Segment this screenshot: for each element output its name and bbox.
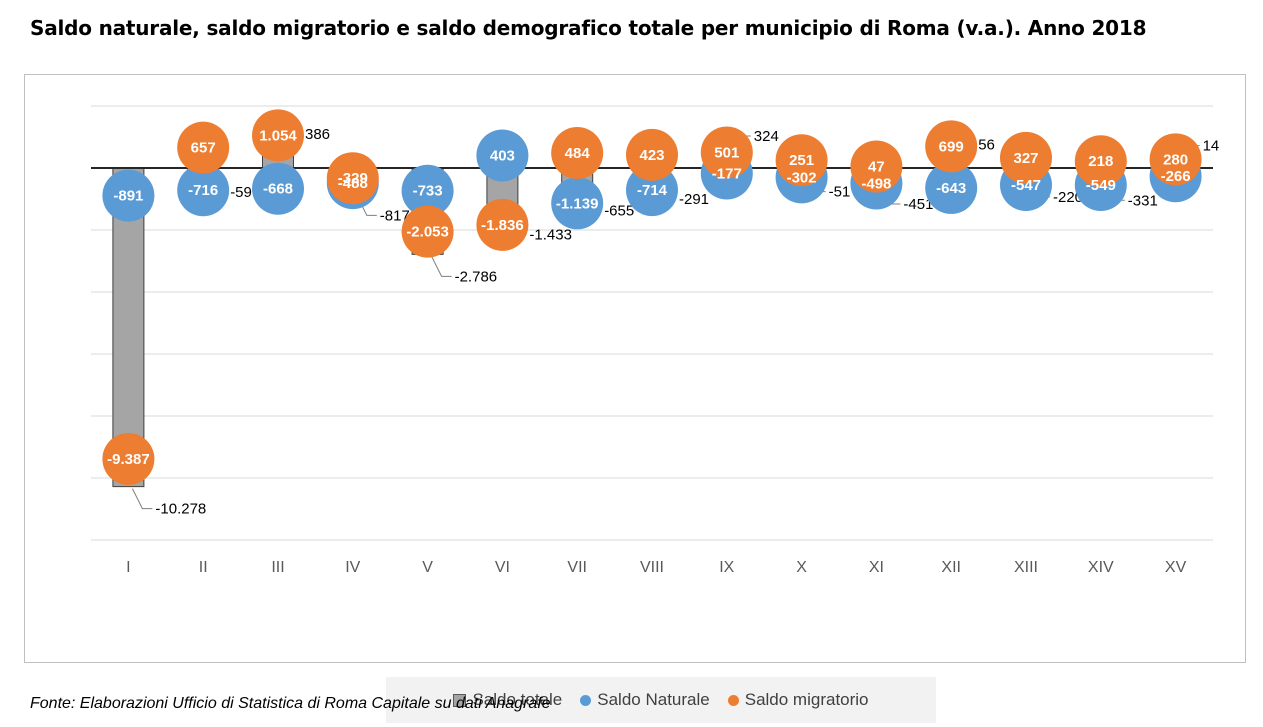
data-label-saldo-naturale: -549 bbox=[1086, 177, 1116, 194]
legend-swatch-dot-icon bbox=[727, 694, 739, 706]
x-tick-label: X bbox=[796, 559, 807, 576]
x-tick-label: VIII bbox=[640, 559, 664, 576]
x-tick-label: XIV bbox=[1088, 559, 1114, 576]
data-label-saldo-naturale: -714 bbox=[637, 182, 668, 199]
data-label-saldo-totale: -817 bbox=[380, 207, 410, 224]
data-label-saldo-migratorio: 699 bbox=[939, 138, 964, 155]
data-label-saldo-migratorio: -329 bbox=[338, 170, 368, 187]
x-tick-label: IV bbox=[345, 559, 360, 576]
x-tick-label: IX bbox=[719, 559, 734, 576]
x-tick-label: V bbox=[422, 559, 433, 576]
dot-saldo-migratorio bbox=[700, 126, 753, 179]
data-label-saldo-naturale: -498 bbox=[861, 175, 891, 192]
data-label-saldo-totale: -2.786 bbox=[455, 268, 498, 285]
data-label-saldo-totale: -451 bbox=[903, 196, 933, 213]
data-label-saldo-totale: -10.278 bbox=[155, 501, 206, 518]
data-label-saldo-naturale: -488 bbox=[338, 175, 368, 192]
dot-saldo-migratorio bbox=[1074, 135, 1127, 188]
legend-swatch-dot-icon bbox=[580, 694, 592, 706]
data-label-saldo-totale: -59 bbox=[230, 184, 252, 201]
data-label-saldo-naturale: -177 bbox=[712, 165, 742, 182]
dot-saldo-migratorio bbox=[326, 152, 379, 205]
dot-saldo-naturale bbox=[102, 169, 155, 222]
data-label-saldo-naturale: 403 bbox=[490, 148, 515, 165]
data-label-saldo-migratorio: 47 bbox=[868, 159, 885, 176]
x-tick-label: VI bbox=[495, 559, 510, 576]
dot-saldo-naturale bbox=[925, 161, 978, 214]
x-tick-label: I bbox=[126, 559, 130, 576]
dot-saldo-migratorio bbox=[1000, 131, 1052, 184]
data-label-saldo-migratorio: -2.053 bbox=[406, 224, 449, 241]
data-label-saldo-totale: -1.433 bbox=[529, 226, 572, 243]
dot-saldo-naturale bbox=[177, 164, 230, 217]
dot-saldo-migratorio bbox=[476, 198, 529, 251]
data-label-saldo-naturale: -668 bbox=[263, 181, 293, 198]
data-label-saldo-totale: 386 bbox=[305, 126, 330, 143]
data-label-saldo-totale: 324 bbox=[754, 128, 779, 145]
data-label-saldo-migratorio: 501 bbox=[714, 144, 739, 161]
data-label-saldo-migratorio: 657 bbox=[191, 140, 216, 157]
dot-saldo-naturale bbox=[401, 164, 454, 217]
data-label-saldo-naturale: -302 bbox=[787, 169, 817, 186]
data-label-saldo-totale: -51 bbox=[829, 184, 851, 201]
dot-saldo-migratorio bbox=[850, 140, 903, 193]
data-label-saldo-migratorio: 1.054 bbox=[259, 127, 297, 144]
dot-saldo-migratorio bbox=[1149, 133, 1202, 186]
source-note: Fonte: Elaborazioni Ufficio di Statistic… bbox=[30, 695, 551, 712]
dot-saldo-naturale bbox=[476, 129, 529, 182]
data-label-saldo-naturale: -643 bbox=[936, 180, 966, 197]
dot-saldo-migratorio bbox=[925, 120, 978, 173]
data-label-saldo-migratorio: 327 bbox=[1013, 150, 1038, 167]
dot-saldo-migratorio bbox=[252, 109, 304, 162]
dot-saldo-naturale bbox=[551, 177, 604, 230]
legend-item-saldo-migratorio: Saldo migratorio bbox=[727, 690, 869, 710]
data-label-saldo-naturale: -716 bbox=[188, 182, 218, 199]
x-tick-label: VII bbox=[567, 559, 587, 576]
legend-swatch-bar-icon bbox=[453, 693, 467, 707]
x-tick-label: XIII bbox=[1014, 559, 1038, 576]
chart-frame: I II III IV V VI VII VIII IX X XI XII XIII XIV XV -10.2… bbox=[24, 74, 1246, 723]
chart-plot: I II III IV V VI VII VIII IX X XI XII XIII XIV XV-10.2… bbox=[91, 105, 1220, 576]
dot-saldo-migratorio bbox=[401, 205, 454, 258]
data-label-saldo-naturale: -733 bbox=[413, 183, 443, 200]
data-label-saldo-naturale: -547 bbox=[1011, 177, 1041, 194]
legend-label: Saldo totale bbox=[472, 690, 563, 709]
data-label-saldo-naturale: -891 bbox=[113, 188, 143, 205]
data-label-saldo-migratorio: 280 bbox=[1163, 151, 1188, 168]
x-tick-label: III bbox=[271, 559, 284, 576]
data-label-saldo-totale: 56 bbox=[978, 136, 995, 153]
leader-line bbox=[131, 488, 153, 510]
dot-saldo-migratorio bbox=[551, 126, 604, 179]
data-label-saldo-migratorio: 423 bbox=[639, 147, 664, 164]
chart-title: Saldo naturale, saldo migratorio e saldo… bbox=[30, 16, 1147, 40]
data-label-saldo-migratorio: 251 bbox=[789, 152, 814, 169]
x-tick-label: XV bbox=[1165, 559, 1187, 576]
x-tick-label: XI bbox=[869, 559, 884, 576]
data-label-saldo-totale: -331 bbox=[1128, 192, 1158, 209]
x-tick-label: II bbox=[199, 559, 208, 576]
dot-saldo-migratorio bbox=[626, 128, 678, 181]
data-label-saldo-totale: -655 bbox=[604, 202, 634, 219]
x-tick-label: XII bbox=[941, 559, 961, 576]
data-label-saldo-naturale: -266 bbox=[1161, 168, 1191, 185]
legend-item-saldo-totale: Saldo totale bbox=[453, 690, 562, 710]
data-label-saldo-migratorio: 218 bbox=[1088, 153, 1113, 170]
data-label-saldo-migratorio: -1.836 bbox=[481, 217, 524, 234]
data-label-saldo-naturale: -1.139 bbox=[556, 195, 599, 212]
data-label-saldo-totale: 14 bbox=[1203, 138, 1220, 155]
dot-saldo-migratorio bbox=[177, 121, 230, 174]
leader-line bbox=[431, 256, 452, 277]
dot-saldo-migratorio bbox=[775, 134, 828, 187]
data-label-saldo-totale: -291 bbox=[679, 191, 709, 208]
data-label-saldo-totale: -220 bbox=[1053, 189, 1083, 206]
legend-label: Saldo migratorio bbox=[744, 690, 869, 709]
dot-saldo-migratorio bbox=[102, 432, 155, 485]
data-label-saldo-migratorio: 484 bbox=[565, 145, 591, 162]
dot-saldo-naturale bbox=[252, 162, 304, 215]
legend: Saldo totale Saldo Naturale Saldo migrat… bbox=[386, 677, 936, 723]
legend-item-saldo-naturale: Saldo Naturale bbox=[580, 690, 710, 710]
legend-label: Saldo Naturale bbox=[597, 690, 710, 709]
data-label-saldo-migratorio: -9.387 bbox=[107, 451, 150, 468]
